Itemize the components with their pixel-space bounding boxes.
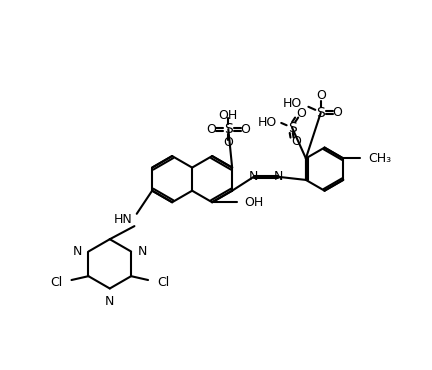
Text: O: O — [223, 137, 233, 149]
Text: HN: HN — [114, 213, 133, 226]
Text: N: N — [137, 245, 146, 258]
Text: O: O — [240, 122, 250, 135]
Text: S: S — [316, 106, 325, 120]
Text: S: S — [288, 121, 296, 135]
Text: N: N — [73, 245, 82, 258]
Text: Cl: Cl — [157, 276, 169, 289]
Text: OH: OH — [245, 196, 264, 209]
Text: O: O — [296, 107, 306, 120]
Text: N: N — [273, 170, 283, 184]
Text: OH: OH — [219, 109, 238, 122]
Text: N: N — [249, 170, 258, 184]
Text: HO: HO — [283, 97, 302, 110]
Text: HO: HO — [257, 117, 276, 130]
Text: S: S — [224, 122, 233, 136]
Text: N: N — [105, 295, 114, 307]
Text: O: O — [316, 90, 326, 102]
Text: O: O — [206, 122, 216, 135]
Text: O: O — [291, 135, 301, 148]
Text: O: O — [333, 107, 343, 120]
Text: Cl: Cl — [50, 276, 62, 289]
Text: CH₃: CH₃ — [368, 152, 391, 165]
